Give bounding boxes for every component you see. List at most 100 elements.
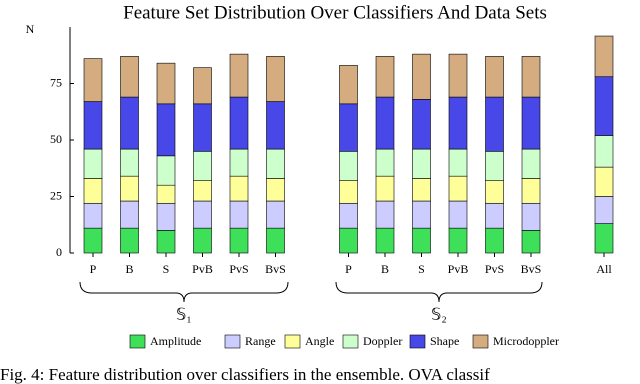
bar-segment bbox=[594, 76, 614, 136]
x-tick-label: PvS bbox=[229, 262, 248, 276]
bar-segment bbox=[594, 35, 614, 78]
bar-segment bbox=[83, 58, 103, 102]
brace bbox=[335, 281, 543, 303]
bar-segment bbox=[156, 202, 176, 231]
bar-segment bbox=[156, 184, 176, 204]
bar-segment bbox=[375, 227, 395, 254]
bar-segment bbox=[339, 227, 358, 254]
chart-title: Feature Set Distribution Over Classifier… bbox=[123, 2, 547, 23]
bar-segment bbox=[448, 148, 468, 177]
x-tick-label: B bbox=[125, 262, 133, 276]
bar-segment bbox=[193, 227, 212, 254]
bar-segment bbox=[266, 178, 285, 202]
bar-segment bbox=[412, 227, 431, 254]
x-tick-label: BvS bbox=[521, 262, 542, 276]
bar-segment bbox=[156, 62, 176, 105]
y-axis-label: N bbox=[26, 22, 35, 36]
bar-segment bbox=[375, 96, 395, 150]
bar-segment bbox=[375, 56, 395, 98]
bar-segment bbox=[156, 103, 176, 157]
bar-segment bbox=[339, 151, 358, 181]
bar-segment bbox=[120, 148, 139, 177]
bar-segment bbox=[229, 148, 249, 177]
bar-segment bbox=[412, 148, 431, 179]
bar-segment bbox=[521, 56, 541, 98]
bar-segment bbox=[229, 175, 249, 202]
bar-segment bbox=[193, 200, 212, 229]
x-tick-label: PvB bbox=[192, 262, 213, 276]
bar-segment bbox=[375, 148, 395, 177]
legend-swatch bbox=[472, 334, 489, 349]
group-label: 𝕊₂ bbox=[431, 307, 447, 324]
bar-segment bbox=[594, 223, 614, 254]
brace bbox=[79, 281, 289, 303]
bar-segment bbox=[156, 155, 176, 186]
bar-segment bbox=[120, 200, 139, 229]
bar-segment bbox=[229, 200, 249, 229]
bar-segment bbox=[485, 227, 504, 254]
bar-segment bbox=[83, 148, 103, 179]
x-tick-label: P bbox=[345, 262, 352, 276]
legend-label: Amplitude bbox=[150, 334, 201, 348]
x-tick-label: BvS bbox=[265, 262, 286, 276]
bar-segment bbox=[266, 227, 285, 254]
bar-segment bbox=[120, 96, 139, 150]
x-tick-label: S bbox=[418, 262, 425, 276]
bar-segment bbox=[193, 151, 212, 181]
bar-segment bbox=[412, 178, 431, 202]
bar-segment bbox=[412, 200, 431, 229]
bar-segment bbox=[120, 227, 139, 254]
bar-segment bbox=[229, 53, 249, 98]
bar-segment bbox=[485, 151, 504, 181]
legend-swatch bbox=[129, 334, 146, 349]
bar-segment bbox=[485, 202, 504, 229]
bar-segment bbox=[485, 96, 504, 152]
bar-segment bbox=[156, 230, 176, 254]
bar-segment bbox=[193, 67, 212, 105]
bar-segment bbox=[83, 101, 103, 150]
legend-label: Shape bbox=[430, 334, 459, 348]
bar-segment bbox=[521, 178, 541, 204]
legend-label: Angle bbox=[305, 334, 334, 348]
bar-segment bbox=[266, 200, 285, 229]
bar-segment bbox=[448, 96, 468, 150]
legend-label: Microdoppler bbox=[493, 334, 559, 348]
x-tick-label: PvB bbox=[448, 262, 469, 276]
legend-label: Doppler bbox=[363, 334, 402, 348]
bar-segment bbox=[448, 53, 468, 98]
legend-swatch bbox=[409, 334, 426, 349]
bar-segment bbox=[83, 178, 103, 204]
bar-segment bbox=[594, 135, 614, 168]
bar-segment bbox=[485, 56, 504, 98]
bar-segment bbox=[339, 103, 358, 152]
bar-segment bbox=[120, 175, 139, 202]
bar-segment bbox=[448, 175, 468, 202]
legend-swatch bbox=[284, 334, 301, 349]
bar-segment bbox=[521, 96, 541, 150]
bar-segment bbox=[229, 227, 249, 254]
group-label: 𝕊₁ bbox=[176, 307, 192, 324]
bar-segment bbox=[193, 180, 212, 202]
bar-segment bbox=[521, 148, 541, 179]
bar-segment bbox=[339, 180, 358, 204]
y-tick-label: 75 bbox=[50, 75, 62, 89]
bar-segment bbox=[448, 200, 468, 229]
x-tick-label: S bbox=[163, 262, 170, 276]
bar-segment bbox=[193, 103, 212, 152]
bar-segment bbox=[120, 56, 139, 98]
bar-segment bbox=[266, 148, 285, 179]
x-tick-label: PvS bbox=[485, 262, 504, 276]
caption: Fig. 4: Feature distribution over classi… bbox=[0, 365, 490, 384]
bar-segment bbox=[266, 56, 285, 102]
bar-segment bbox=[266, 101, 285, 150]
bar-segment bbox=[375, 200, 395, 229]
y-tick-label: 25 bbox=[50, 188, 62, 202]
bar-segment bbox=[375, 175, 395, 202]
bar-segment bbox=[412, 99, 431, 150]
bar-segment bbox=[339, 65, 358, 105]
bar-segment bbox=[594, 166, 614, 197]
bar-segment bbox=[83, 227, 103, 254]
bar-segment bbox=[521, 202, 541, 231]
bar-segment bbox=[521, 230, 541, 254]
